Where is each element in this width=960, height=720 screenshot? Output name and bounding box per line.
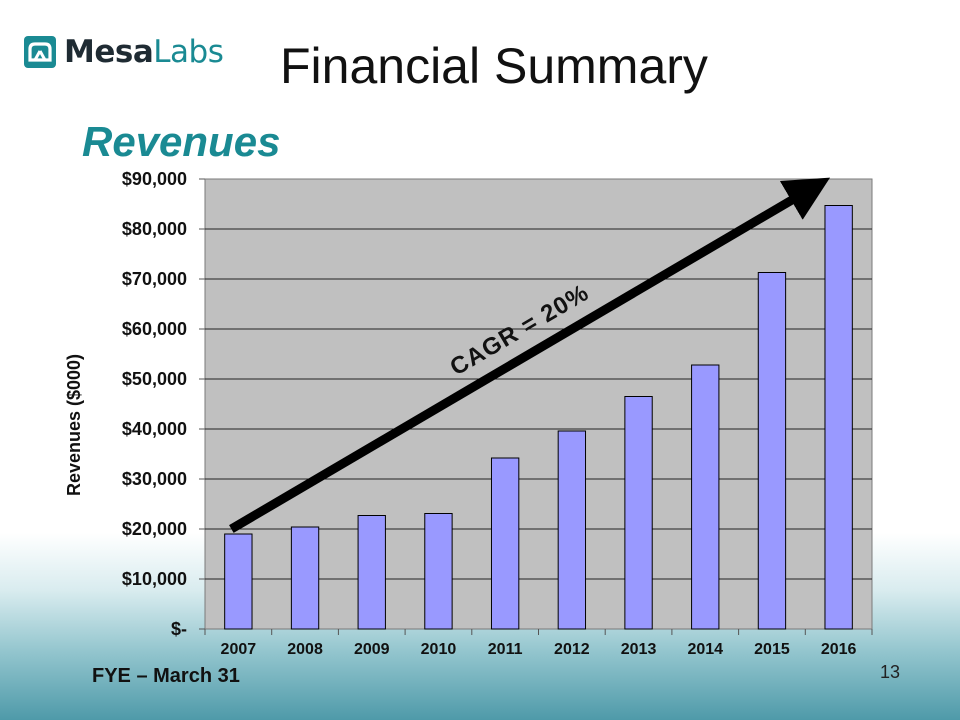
y-tick-label: $50,000 [122, 369, 187, 389]
y-tick-label: $60,000 [122, 319, 187, 339]
slide-title: Financial Summary [280, 38, 708, 94]
y-axis-title: Revenues ($000) [64, 354, 84, 496]
bar [290, 526, 320, 630]
y-tick-label: $80,000 [122, 219, 187, 239]
y-tick-label: $10,000 [122, 569, 187, 589]
bar [557, 430, 587, 630]
x-tick-label: 2009 [354, 641, 390, 658]
x-axis-ticks: 2007 2008 2009 2010 2011 2012 2013 2014 2015 2016 [204, 629, 873, 658]
brand-name-part2: Labs [153, 34, 224, 70]
bar [624, 396, 653, 630]
x-tick-label: 2008 [287, 641, 323, 658]
x-tick-label: 2015 [754, 641, 790, 658]
bar [757, 272, 787, 630]
y-tick-label: $30,000 [122, 469, 187, 489]
y-tick-label: $20,000 [122, 519, 187, 539]
slide-subtitle: Revenues [82, 118, 281, 165]
bar [691, 364, 720, 630]
brand-name: MesaLabs [64, 34, 224, 70]
bar [824, 205, 853, 630]
y-tick-label: $70,000 [122, 269, 187, 289]
y-tick-label: $40,000 [122, 419, 187, 439]
bar [424, 513, 453, 630]
y-tick-label: $- [171, 619, 187, 639]
x-tick-label: 2010 [421, 641, 457, 658]
bars [224, 205, 853, 630]
bar [357, 515, 386, 630]
mesa-labs-logo: MesaLabs [24, 34, 224, 70]
brand-name-part1: Mesa [64, 34, 154, 70]
y-tick-label: $90,000 [122, 169, 187, 189]
page-number: 13 [880, 662, 901, 682]
x-tick-label: 2013 [621, 641, 657, 658]
y-axis-ticks: $- $10,000 $20,000 $30,000 $40,000 $50,000 $60… [122, 169, 205, 639]
x-tick-label: 2014 [687, 641, 723, 658]
x-tick-label: 2007 [221, 641, 257, 658]
x-tick-label: 2016 [821, 641, 857, 658]
bar [224, 533, 253, 630]
mesa-labs-logo-icon [24, 36, 56, 68]
fiscal-year-note: FYE – March 31 [92, 665, 240, 687]
bar [490, 457, 520, 630]
x-tick-label: 2011 [488, 641, 523, 658]
x-tick-label: 2012 [554, 641, 590, 658]
cagr-arrow [229, 177, 831, 533]
